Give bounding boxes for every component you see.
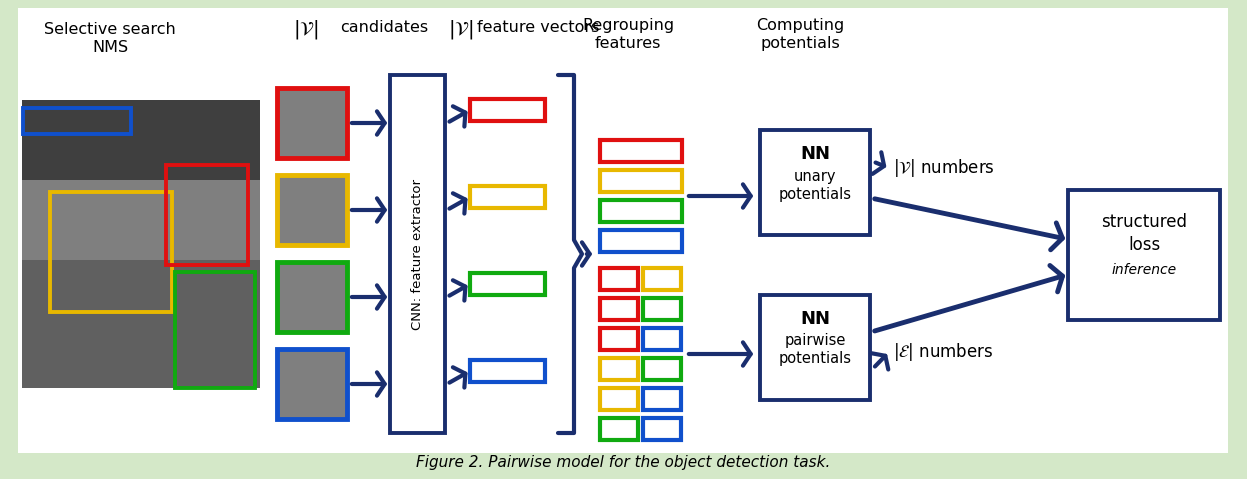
Text: $|\mathcal{E}|$ numbers: $|\mathcal{E}|$ numbers	[893, 341, 994, 363]
Bar	[50, 192, 172, 312]
Text: NN: NN	[801, 310, 831, 328]
Bar	[600, 268, 638, 290]
Bar	[643, 358, 681, 380]
Text: loss: loss	[1127, 236, 1160, 254]
Bar	[470, 360, 545, 382]
Bar	[166, 165, 248, 265]
Bar	[470, 273, 545, 295]
Bar	[600, 328, 638, 350]
Bar	[600, 230, 682, 252]
Text: $|\mathcal{V}|$: $|\mathcal{V}|$	[449, 18, 474, 41]
Bar	[600, 418, 638, 440]
Text: CNN: feature extractor: CNN: feature extractor	[412, 179, 424, 330]
Text: potentials: potentials	[778, 186, 852, 202]
Bar	[22, 108, 131, 134]
Bar	[600, 358, 638, 380]
Bar	[277, 175, 347, 245]
Bar	[643, 388, 681, 410]
Bar	[759, 130, 870, 235]
Bar	[759, 295, 870, 400]
Bar	[643, 328, 681, 350]
Text: Regrouping: Regrouping	[582, 18, 675, 33]
Text: features: features	[595, 36, 661, 51]
Text: NN: NN	[801, 145, 831, 163]
Text: feature vectors: feature vectors	[478, 20, 600, 35]
Bar	[390, 75, 445, 433]
Bar	[277, 88, 347, 158]
Bar	[643, 418, 681, 440]
Text: candidates: candidates	[340, 20, 428, 35]
Text: $|\mathcal{V}|$: $|\mathcal{V}|$	[293, 18, 318, 41]
Bar	[643, 268, 681, 290]
Bar	[600, 388, 638, 410]
Text: unary: unary	[794, 169, 837, 183]
Bar	[600, 170, 682, 192]
Text: Figure 2. Pairwise model for the object detection task.: Figure 2. Pairwise model for the object …	[415, 455, 831, 469]
Bar	[470, 99, 545, 121]
Text: $|\mathcal{V}|$ numbers: $|\mathcal{V}|$ numbers	[893, 157, 995, 179]
Text: potentials: potentials	[761, 36, 840, 51]
Bar	[600, 140, 682, 162]
Text: Computing: Computing	[756, 18, 844, 33]
Bar	[600, 200, 682, 222]
Text: NMS: NMS	[92, 40, 128, 55]
Bar	[277, 349, 347, 419]
Bar	[600, 298, 638, 320]
Text: pairwise: pairwise	[784, 333, 845, 349]
Bar	[1067, 190, 1220, 320]
Text: structured: structured	[1101, 213, 1187, 231]
Bar	[470, 186, 545, 208]
Bar	[643, 298, 681, 320]
Text: Selective search: Selective search	[44, 22, 176, 37]
Text: potentials: potentials	[778, 352, 852, 366]
Bar	[277, 262, 347, 332]
Bar	[175, 272, 254, 388]
Text: inference: inference	[1111, 263, 1177, 277]
